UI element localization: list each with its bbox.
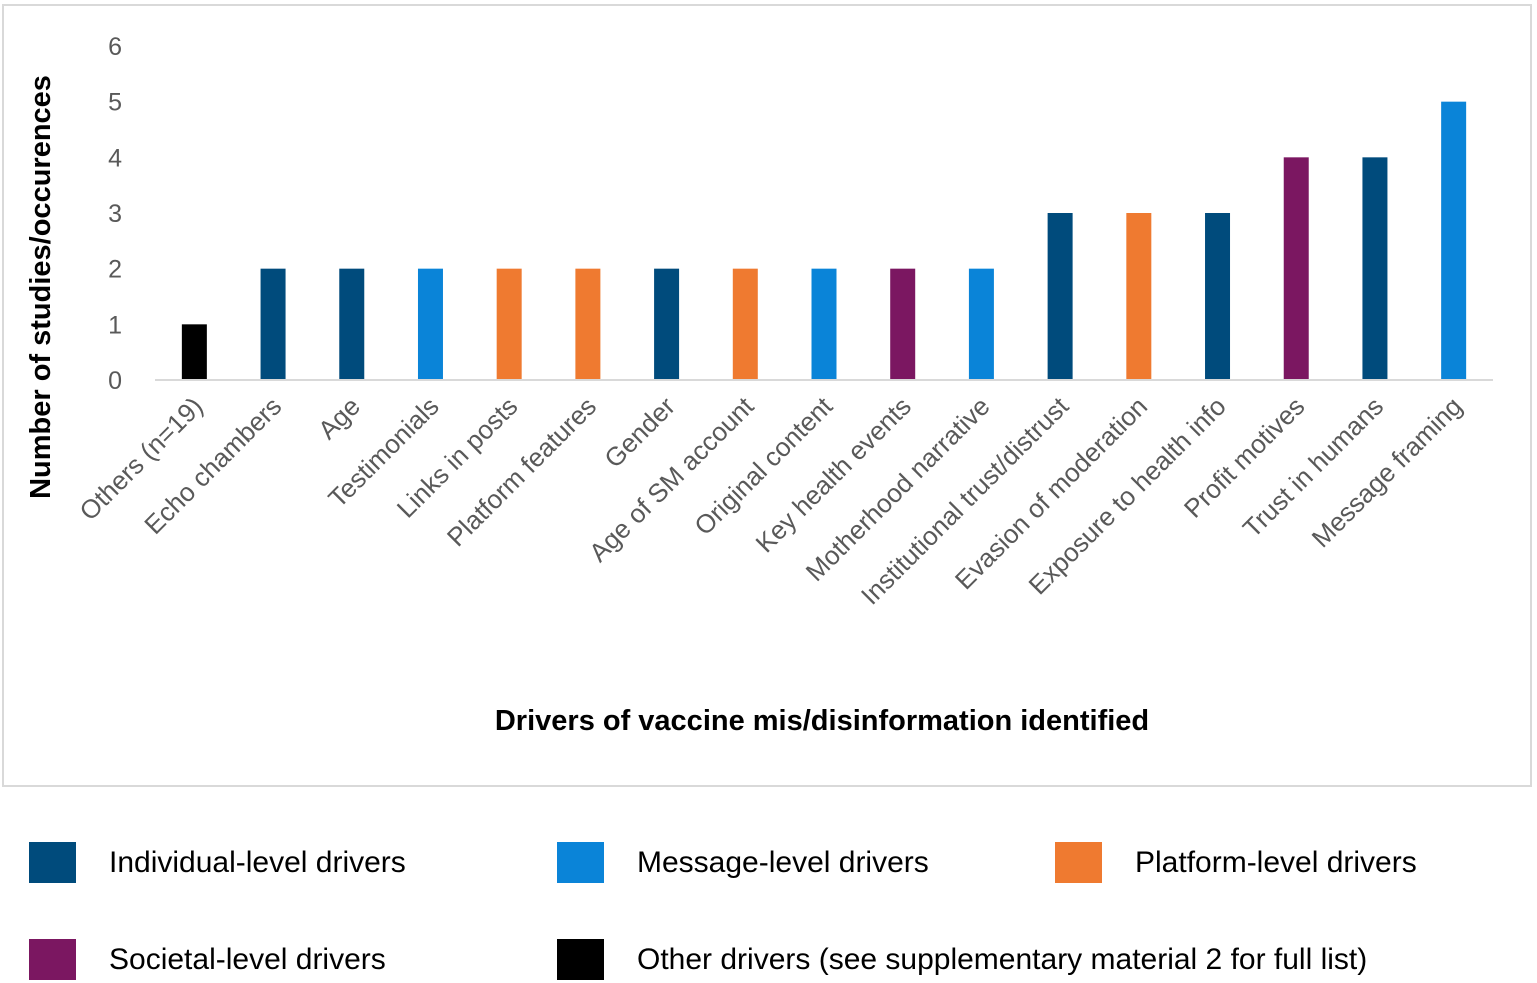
y-tick-label: 5 — [108, 89, 122, 117]
legend-label-other: Other drivers (see supplementary materia… — [637, 942, 1368, 976]
legend-item-individual: Individual-level drivers — [29, 842, 406, 883]
x-category-label: Age — [312, 391, 366, 445]
bar — [260, 268, 286, 380]
y-tick-label: 2 — [108, 256, 122, 284]
y-axis-ticks: 0 1 2 3 4 5 6 — [108, 33, 122, 395]
bar — [1205, 213, 1231, 380]
y-tick-label: 4 — [108, 144, 122, 172]
y-axis-title: Number of studies/occurences — [25, 75, 57, 499]
x-axis-category-labels: Others (n=19)Echo chambers AgeTestimonial… — [73, 390, 1467, 610]
legend-label-societal: Societal-level drivers — [109, 942, 386, 976]
chart-frame — [2, 4, 1532, 787]
bar — [811, 268, 837, 380]
legend-label-individual: Individual-level drivers — [109, 845, 406, 879]
bar — [1441, 101, 1467, 381]
bar — [496, 268, 522, 380]
legend-item-societal: Societal-level drivers — [29, 939, 386, 980]
y-tick-label: 6 — [108, 33, 122, 61]
legend-swatch-societal — [29, 939, 76, 980]
legend-label-message: Message-level drivers — [637, 845, 929, 879]
bar — [181, 324, 207, 380]
y-tick-label: 1 — [108, 311, 122, 339]
y-tick-label: 0 — [108, 367, 122, 395]
bar — [1126, 213, 1152, 380]
bar — [417, 268, 443, 380]
bar — [968, 268, 994, 380]
bar — [1283, 157, 1309, 380]
bars — [181, 101, 1467, 381]
x-category-label: Platform features — [441, 391, 602, 552]
bar — [732, 268, 758, 380]
legend-swatch-individual — [29, 842, 76, 883]
legend-swatch-platform — [1055, 842, 1102, 883]
bar — [339, 268, 365, 380]
bar — [575, 268, 601, 380]
x-category-label: Echo chambers — [138, 391, 287, 540]
legend-swatch-message — [557, 842, 604, 883]
legend-item-platform: Platform-level drivers — [1055, 842, 1417, 883]
bar — [1047, 213, 1073, 380]
legend-swatch-other — [557, 939, 604, 980]
x-category-label: Trust in humans — [1237, 391, 1389, 543]
x-category-label: Original content — [688, 390, 839, 541]
x-axis-title: Drivers of vaccine mis/disinformation id… — [495, 705, 1149, 737]
y-tick-label: 3 — [108, 200, 122, 228]
legend-item-other: Other drivers (see supplementary materia… — [557, 939, 1367, 980]
bar — [1362, 157, 1388, 380]
bar — [654, 268, 680, 380]
x-category-label: Message framing — [1306, 391, 1468, 553]
legend: Individual-level drivers Message-level d… — [0, 800, 1537, 983]
bar — [890, 268, 916, 380]
legend-item-message: Message-level drivers — [557, 842, 929, 883]
legend-label-platform: Platform-level drivers — [1135, 845, 1417, 879]
